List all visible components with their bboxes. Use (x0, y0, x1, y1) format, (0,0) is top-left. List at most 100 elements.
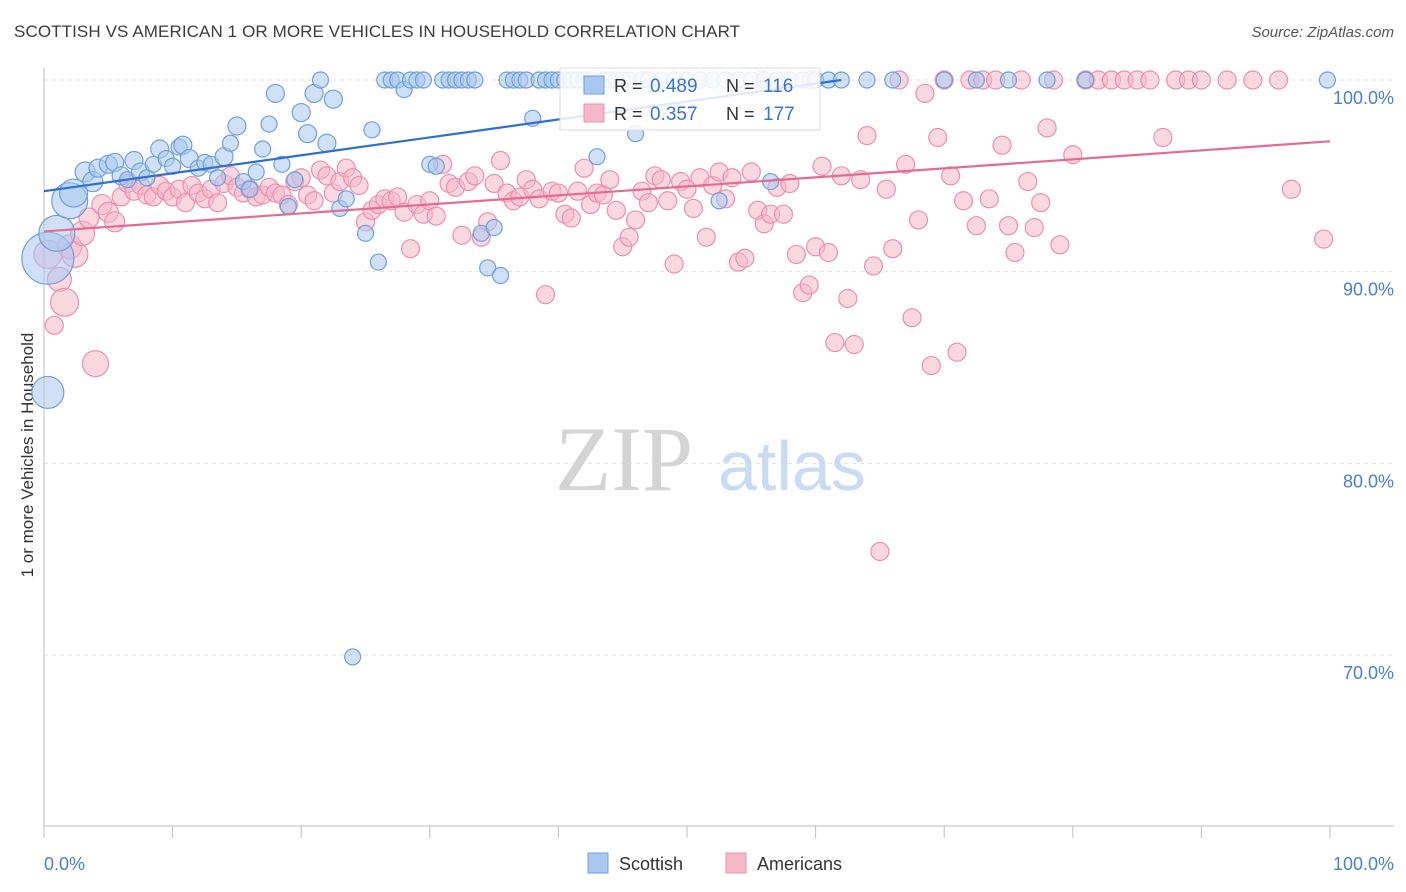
americans-point-125 (838, 288, 858, 309)
stats-n-value-scottish: 116 (763, 76, 793, 97)
americans-point-84 (574, 158, 594, 178)
legend-label-americans[interactable]: Americans (757, 854, 842, 874)
americans-point-142 (947, 342, 967, 362)
scottish-point-35 (273, 155, 291, 173)
americans-point-132 (883, 239, 903, 259)
americans-trend-line (43, 140, 1331, 233)
americans-point-71 (490, 150, 511, 171)
x-tick-label-max: 100.0% (1333, 854, 1394, 874)
scottish-point-41 (311, 71, 330, 89)
scottish-point-110 (884, 71, 902, 89)
americans-point-169 (1191, 70, 1212, 90)
americans-point-80 (548, 183, 569, 203)
scottish-point-109 (858, 71, 876, 89)
scottish-point-45 (337, 190, 355, 208)
scottish-point-28 (227, 116, 247, 136)
stats-n-value-americans: 177 (763, 104, 795, 125)
americans-point-143 (953, 191, 974, 211)
americans-point-96 (651, 170, 671, 190)
scottish-point-37 (286, 171, 304, 189)
americans-point-70 (484, 173, 504, 194)
stats-legend-swatch-americans (583, 103, 605, 123)
scottish-point-34 (265, 83, 286, 104)
americans-point-139 (928, 127, 948, 148)
y-tick-label-100: 100.0% (1333, 88, 1394, 108)
scottish-point-43 (323, 89, 343, 109)
americans-point-110 (741, 162, 761, 182)
americans-point-101 (683, 198, 704, 219)
americans-point-61 (426, 206, 446, 226)
scottish-point-38 (291, 102, 311, 123)
americans-point-131 (876, 179, 896, 199)
source-credit: Source: ZipAtlas.com (1251, 24, 1394, 41)
scottish-point-2 (38, 214, 76, 252)
americans-point-147 (979, 189, 999, 209)
stats-legend-swatch-scottish (583, 75, 605, 95)
scottish-point-64 (466, 71, 484, 89)
scottish-point-67 (485, 218, 503, 237)
americans-point-136 (908, 210, 929, 230)
americans-point-141 (941, 166, 961, 186)
scottish-point-68 (491, 266, 510, 285)
scottish-point-27 (221, 134, 240, 152)
americans-point-134 (896, 154, 916, 174)
americans-point-100 (677, 179, 697, 199)
y-tick-label-80: 80.0% (1343, 471, 1394, 491)
chart-title: SCOTTISH VS AMERICAN 1 OR MORE VEHICLES … (14, 22, 741, 41)
americans-point-83 (568, 181, 588, 201)
americans-point-11 (104, 211, 126, 233)
scottish-point-58 (427, 157, 445, 175)
americans-point-57 (400, 239, 421, 259)
americans-point-67 (465, 166, 485, 186)
americans-point-129 (863, 256, 884, 276)
scottish-point-47 (356, 224, 375, 242)
americans-point-153 (1018, 171, 1038, 192)
americans-point-27 (208, 193, 228, 213)
x-tick-labels: 0.0% 100.0% (44, 854, 1394, 874)
watermark-zip: ZIP (555, 408, 693, 510)
stats-r-value-americans: 0.357 (650, 104, 698, 125)
legend-label-scottish[interactable]: Scottish (619, 854, 683, 874)
americans-point-159 (1063, 145, 1083, 165)
watermark-atlas: atlas (718, 427, 866, 505)
americans-point-65 (452, 225, 472, 245)
scottish-point-31 (247, 163, 265, 181)
americans-point-171 (1243, 70, 1263, 90)
scottish-point-36 (279, 197, 297, 216)
americans-point-94 (638, 193, 659, 213)
x-ticks (43, 826, 1331, 838)
stats-legend: R = 0.489 N = 116 R = 0.357 N = 177 (559, 67, 821, 131)
legend-swatch-scottish[interactable] (587, 852, 609, 874)
americans-point-89 (606, 200, 626, 220)
scottish-point-83 (588, 148, 606, 166)
scottish-point-30 (241, 180, 259, 198)
americans-point-92 (625, 210, 646, 230)
americans-point-117 (786, 244, 806, 265)
americans-point-123 (825, 332, 845, 353)
americans-point-173 (1281, 179, 1302, 199)
scottish-point-33 (260, 115, 278, 133)
americans-point-154 (1024, 217, 1044, 238)
x-tick-label-min: 0.0% (44, 854, 85, 874)
americans-point-149 (992, 135, 1012, 155)
americans-point-88 (600, 170, 620, 190)
scottish-point-97 (710, 192, 728, 210)
americans-point-116 (780, 173, 800, 194)
americans-point-98 (664, 254, 684, 274)
axes (43, 68, 1394, 827)
americans-point-115 (773, 204, 794, 224)
americans-point-137 (915, 83, 935, 104)
americans-point-138 (921, 355, 941, 376)
scottish-point-56 (414, 71, 432, 89)
scottish-point-32 (254, 140, 272, 158)
y-tick-label-70: 70.0% (1343, 663, 1394, 683)
americans-point-103 (696, 227, 716, 247)
americans-point-1 (44, 315, 64, 335)
scottish-point-116 (1318, 71, 1337, 89)
y-tick-labels: 70.0% 80.0% 90.0% 100.0% (1333, 88, 1394, 683)
americans-point-119 (799, 275, 819, 295)
scottish-point-66 (479, 259, 497, 277)
legend-swatch-americans[interactable] (725, 852, 747, 874)
americans-point-91 (619, 227, 639, 247)
